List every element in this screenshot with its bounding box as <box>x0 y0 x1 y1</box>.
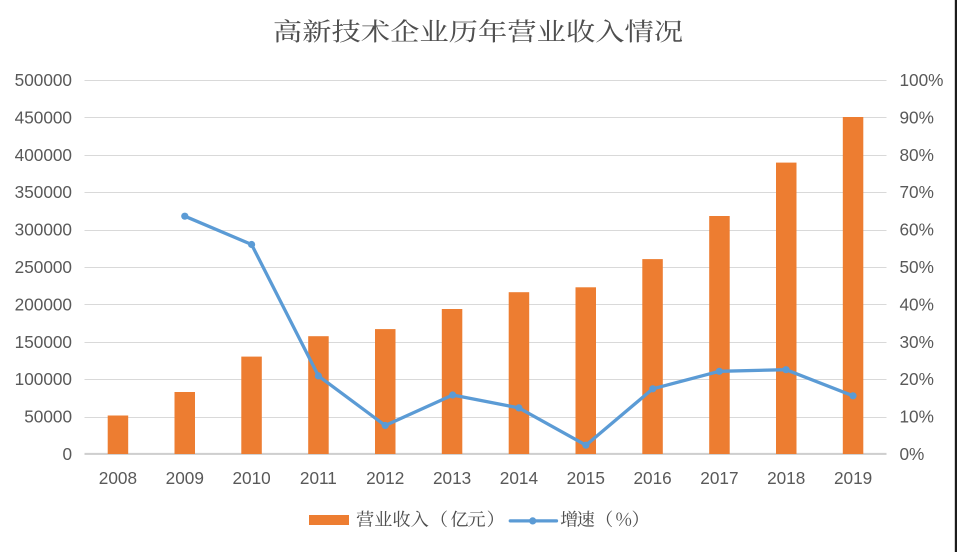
svg-text:2012: 2012 <box>366 468 404 488</box>
svg-text:2013: 2013 <box>433 468 471 488</box>
svg-text:0: 0 <box>62 444 72 464</box>
svg-text:60%: 60% <box>900 220 934 240</box>
svg-text:2015: 2015 <box>567 468 605 488</box>
svg-text:500000: 500000 <box>15 70 72 90</box>
svg-text:150000: 150000 <box>15 332 72 352</box>
svg-text:50000: 50000 <box>24 407 72 427</box>
svg-text:80%: 80% <box>900 145 934 165</box>
svg-text:50%: 50% <box>900 257 934 277</box>
svg-text:2019: 2019 <box>834 468 872 488</box>
svg-text:350000: 350000 <box>15 182 72 202</box>
svg-text:300000: 300000 <box>15 220 72 240</box>
svg-text:100000: 100000 <box>15 369 72 389</box>
svg-text:2008: 2008 <box>99 468 137 488</box>
svg-text:10%: 10% <box>900 407 934 427</box>
svg-text:2011: 2011 <box>300 468 337 488</box>
svg-text:2010: 2010 <box>232 468 270 488</box>
svg-text:200000: 200000 <box>15 294 72 314</box>
svg-text:2009: 2009 <box>166 468 204 488</box>
svg-text:0%: 0% <box>900 444 925 464</box>
svg-text:90%: 90% <box>900 107 934 127</box>
svg-text:40%: 40% <box>900 294 934 314</box>
svg-text:2018: 2018 <box>767 468 805 488</box>
svg-text:30%: 30% <box>900 332 934 352</box>
svg-text:450000: 450000 <box>15 107 72 127</box>
svg-text:70%: 70% <box>900 182 934 202</box>
svg-text:2017: 2017 <box>700 468 738 488</box>
svg-text:2014: 2014 <box>500 468 539 488</box>
svg-text:400000: 400000 <box>15 145 72 165</box>
svg-text:250000: 250000 <box>15 257 72 277</box>
svg-text:100%: 100% <box>900 70 944 90</box>
svg-text:20%: 20% <box>900 369 934 389</box>
svg-text:2016: 2016 <box>633 468 671 488</box>
